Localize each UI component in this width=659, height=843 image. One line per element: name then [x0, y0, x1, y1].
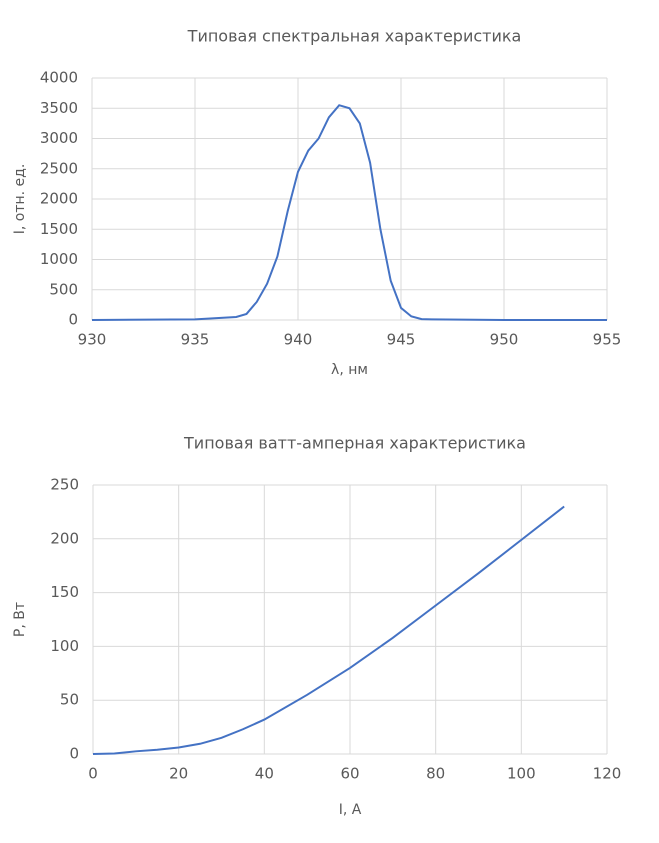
y-tick-label: 250	[50, 476, 79, 494]
y-tick-label: 500	[49, 280, 78, 298]
y-tick-label: 1500	[40, 220, 78, 238]
y-tick-label: 4000	[40, 69, 78, 87]
y-tick-label: 0	[69, 745, 79, 763]
y-tick-label: 50	[60, 691, 79, 709]
x-tick-label: 945	[387, 331, 416, 349]
x-axis-label: λ, нм	[331, 362, 368, 378]
x-tick-label: 940	[284, 331, 313, 349]
x-tick-label: 955	[593, 331, 622, 349]
line	[91, 104, 607, 321]
x-tick-label: 0	[88, 765, 98, 783]
x-tick-label: 930	[78, 331, 107, 349]
y-tick-label: 100	[50, 637, 79, 655]
y-tick-label: 0	[68, 311, 78, 329]
y-tick-label: 2000	[40, 190, 78, 208]
x-tick-label: 100	[507, 765, 536, 783]
chart-title: Типовая ватт-амперная характеристика	[183, 434, 526, 453]
x-tick-label: 935	[181, 331, 210, 349]
y-tick-label: 3500	[40, 99, 78, 117]
x-tick-label: 80	[426, 765, 445, 783]
x-tick-label: 950	[490, 331, 519, 349]
x-tick-label: 120	[593, 765, 622, 783]
y-tick-label: 1000	[40, 250, 78, 268]
x-tick-label: 40	[255, 765, 274, 783]
y-tick-label: 3000	[40, 129, 78, 147]
y-tick-label: 150	[50, 583, 79, 601]
y-tick-label: 200	[50, 529, 79, 547]
y-axis-label: I, отн. ед.	[12, 164, 28, 235]
x-axis-label: I, A	[339, 802, 362, 818]
x-tick-label: 20	[169, 765, 188, 783]
x-tick-label: 60	[340, 765, 359, 783]
chart-title: Типовая спектральная характеристика	[187, 27, 522, 46]
y-tick-label: 2500	[40, 159, 78, 177]
y-axis-label: P, Вт	[12, 602, 28, 637]
line	[92, 505, 565, 755]
